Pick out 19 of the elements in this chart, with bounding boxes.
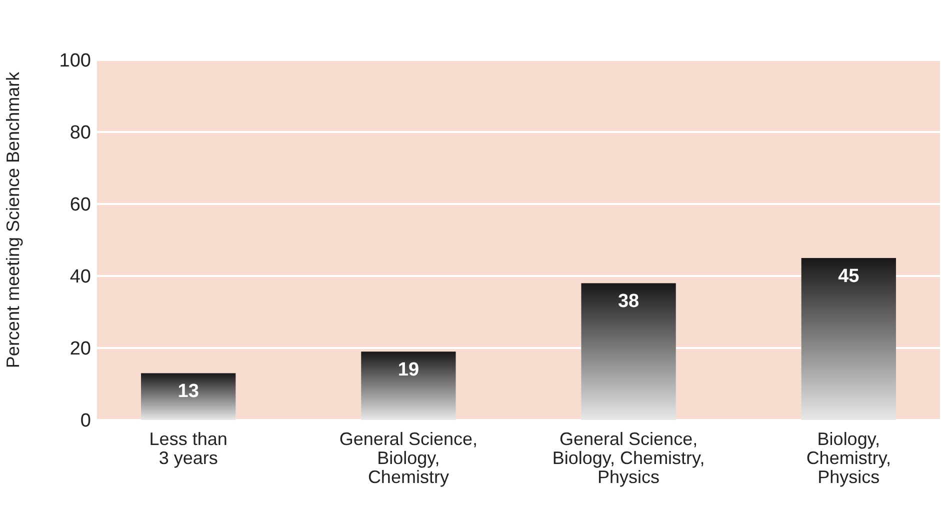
- bar: [801, 258, 896, 420]
- data-label: 19: [398, 360, 420, 381]
- data-label: 45: [838, 266, 860, 287]
- x-tick-label: Less than 3 years: [149, 429, 228, 468]
- y-tick-label: 100: [59, 50, 91, 72]
- y-axis-title: Percent meeting Science Benchmark: [3, 70, 23, 368]
- x-tick-label: Biology, Chemistry, Physics: [806, 429, 891, 487]
- data-label: 13: [178, 381, 199, 402]
- bar: [361, 352, 456, 420]
- y-tick-label: 40: [70, 266, 91, 288]
- x-tick-label: General Science, Biology, Chemistry, Physics: [552, 429, 705, 487]
- bar: [141, 373, 236, 420]
- y-tick-label: 0: [80, 410, 91, 432]
- y-tick-label: 80: [70, 122, 91, 144]
- y-tick-label: 60: [70, 194, 91, 216]
- data-label: 38: [618, 291, 640, 312]
- x-tick-label: General Science, Biology, Chemistry: [339, 429, 478, 487]
- bar: [581, 283, 676, 420]
- y-tick-label: 20: [70, 338, 91, 360]
